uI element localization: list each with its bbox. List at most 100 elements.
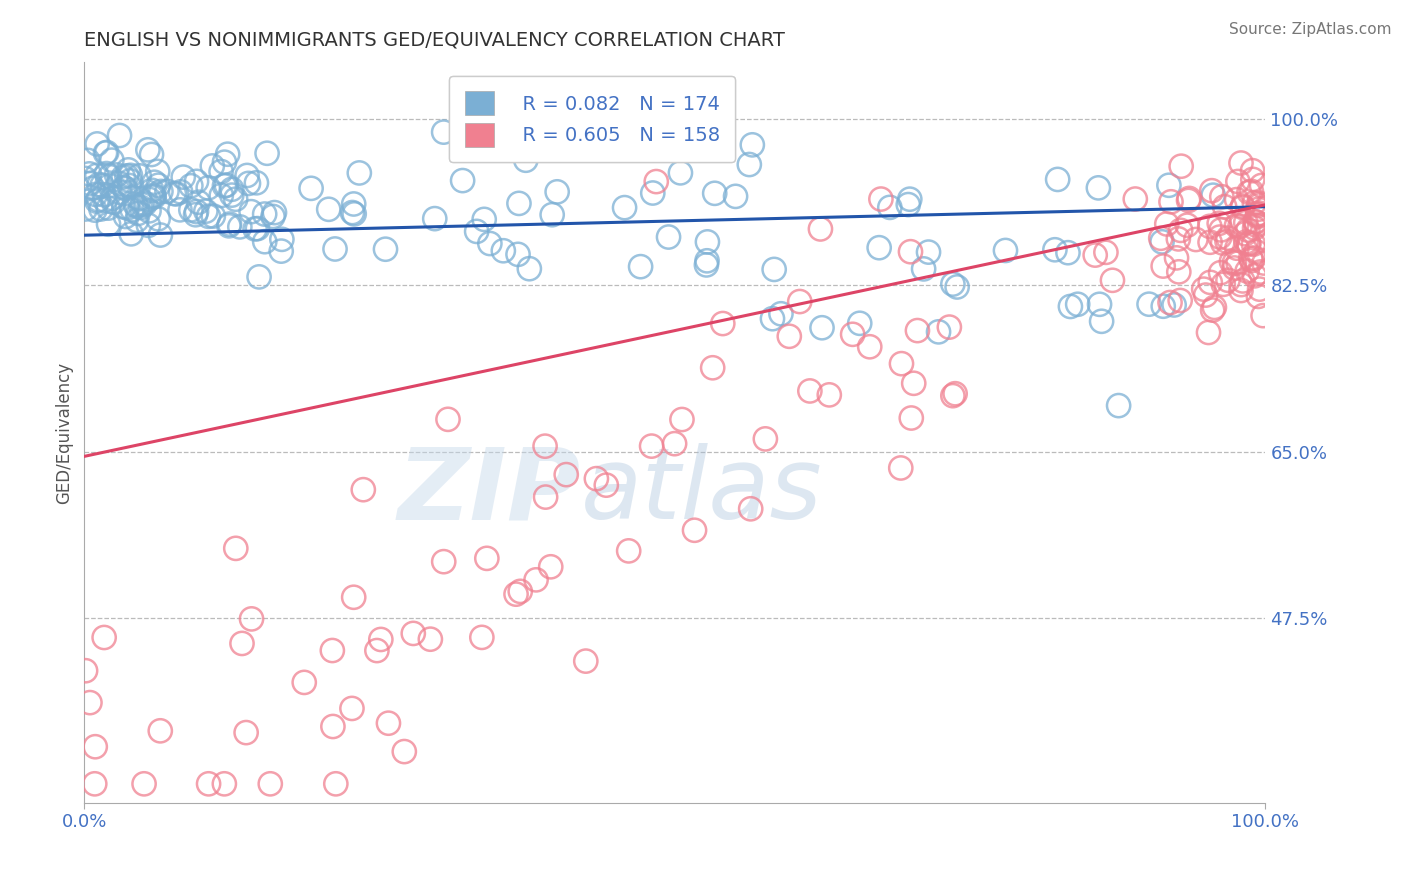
Point xyxy=(118,174,141,188)
Point xyxy=(1234,227,1257,241)
Point xyxy=(186,204,208,219)
Point xyxy=(83,777,105,791)
Point xyxy=(505,587,527,601)
Point xyxy=(1199,276,1222,290)
Point xyxy=(108,177,131,191)
Point xyxy=(471,631,494,645)
Point xyxy=(740,501,762,516)
Point xyxy=(1195,288,1218,302)
Point xyxy=(1243,251,1265,265)
Point xyxy=(1240,252,1263,266)
Point xyxy=(321,643,343,657)
Point xyxy=(209,188,232,202)
Point xyxy=(1230,156,1253,170)
Point xyxy=(136,143,159,157)
Point xyxy=(103,195,125,210)
Point xyxy=(1230,277,1253,292)
Legend:   R = 0.082   N = 174,   R = 0.605   N = 158: R = 0.082 N = 174, R = 0.605 N = 158 xyxy=(450,76,735,162)
Y-axis label: GED/Equivalency: GED/Equivalency xyxy=(55,361,73,504)
Point xyxy=(1159,295,1181,310)
Point xyxy=(890,357,912,371)
Point xyxy=(1244,215,1267,229)
Point xyxy=(169,185,191,199)
Point xyxy=(142,188,165,202)
Point xyxy=(946,280,969,294)
Point xyxy=(86,194,108,209)
Point xyxy=(165,186,187,201)
Point xyxy=(1230,284,1253,298)
Point xyxy=(1243,237,1265,252)
Point xyxy=(1046,172,1069,186)
Point xyxy=(1223,260,1246,275)
Text: atlas: atlas xyxy=(581,443,823,541)
Point xyxy=(132,777,155,791)
Point xyxy=(118,178,141,193)
Point xyxy=(299,181,322,195)
Point xyxy=(247,269,270,284)
Point xyxy=(1057,245,1080,260)
Point xyxy=(1237,236,1260,251)
Point xyxy=(73,171,96,186)
Point xyxy=(1199,235,1222,250)
Point xyxy=(754,432,776,446)
Point xyxy=(475,551,498,566)
Point xyxy=(943,386,966,401)
Point xyxy=(141,190,163,204)
Point xyxy=(1236,264,1258,278)
Point xyxy=(323,242,346,256)
Point xyxy=(221,188,243,202)
Point xyxy=(352,483,374,497)
Point xyxy=(1208,216,1230,230)
Point xyxy=(169,202,191,217)
Point xyxy=(187,195,209,210)
Point xyxy=(124,197,146,211)
Point xyxy=(86,169,108,183)
Point xyxy=(613,201,636,215)
Point xyxy=(1232,201,1254,215)
Point xyxy=(79,167,101,181)
Point xyxy=(1059,300,1081,314)
Point xyxy=(125,199,148,213)
Point xyxy=(1229,219,1251,234)
Point xyxy=(1247,202,1270,217)
Point xyxy=(318,202,340,217)
Point xyxy=(143,190,166,204)
Point xyxy=(870,192,893,206)
Point xyxy=(585,472,607,486)
Point xyxy=(129,201,152,215)
Point xyxy=(259,777,281,791)
Point xyxy=(508,196,530,211)
Point xyxy=(1198,219,1220,234)
Point xyxy=(509,584,531,599)
Point xyxy=(112,169,135,184)
Point xyxy=(84,187,107,202)
Point xyxy=(1198,326,1220,340)
Point xyxy=(575,654,598,668)
Point xyxy=(900,411,922,425)
Point xyxy=(1244,215,1267,229)
Point xyxy=(1170,159,1192,173)
Point xyxy=(1237,186,1260,200)
Point xyxy=(994,244,1017,258)
Point xyxy=(253,207,276,221)
Point xyxy=(202,209,225,223)
Point xyxy=(1241,172,1264,186)
Point xyxy=(534,490,557,504)
Point xyxy=(114,181,136,195)
Point xyxy=(1095,245,1118,260)
Point xyxy=(75,202,97,216)
Point xyxy=(366,643,388,657)
Point xyxy=(506,247,529,261)
Point xyxy=(231,636,253,650)
Point xyxy=(738,157,761,171)
Point xyxy=(143,175,166,189)
Point xyxy=(197,209,219,223)
Point xyxy=(1087,181,1109,195)
Point xyxy=(243,222,266,236)
Point xyxy=(394,745,416,759)
Point xyxy=(256,146,278,161)
Point xyxy=(98,178,121,193)
Point xyxy=(374,242,396,256)
Point xyxy=(1156,217,1178,231)
Point xyxy=(349,166,371,180)
